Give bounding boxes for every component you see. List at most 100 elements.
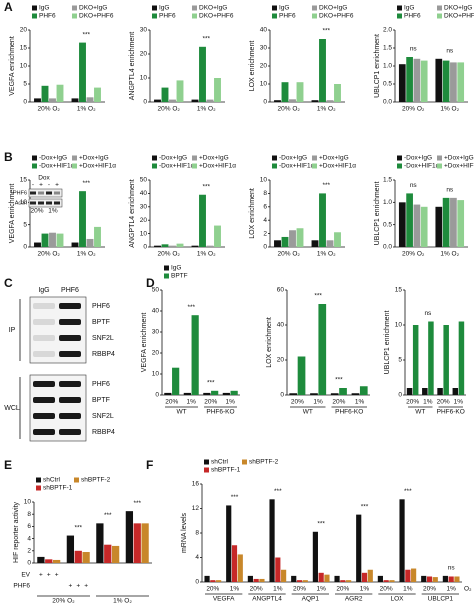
legend-label: +Dox+IgG (444, 155, 474, 162)
bar (274, 100, 281, 102)
y-tick-label: 0 (398, 392, 402, 399)
bar (206, 245, 214, 247)
condition-mark: + (68, 583, 72, 590)
y-axis-title: mRNA levels (181, 512, 188, 553)
bar (422, 388, 428, 395)
x-tick-label: 20% (423, 586, 436, 593)
y-tick-label: 0 (23, 99, 27, 106)
bar (169, 245, 176, 247)
blot-row-label: RBBP4 (92, 429, 115, 436)
x-tick-label: 1% O₂ (440, 251, 459, 258)
legend-swatch (312, 155, 317, 161)
bar (161, 244, 169, 247)
legend-swatch (72, 5, 77, 11)
bar (176, 80, 184, 102)
x-tick-label: 1% O₂ (317, 251, 336, 258)
bar (203, 392, 211, 395)
bar (71, 242, 79, 247)
bar (154, 245, 161, 247)
blot-row-label: BPTF (92, 397, 110, 404)
significance: *** (335, 377, 343, 384)
condition-mark: + (84, 583, 88, 590)
significance: *** (314, 293, 322, 300)
y-tick-label: 0 (143, 99, 147, 106)
bar (302, 580, 308, 582)
y-axis-title: VEGFA enrichment (9, 184, 16, 244)
significance: ns (424, 310, 432, 317)
inset-band-frame (28, 188, 63, 198)
y-tick-label: 0 (27, 560, 31, 567)
legend-label: -Dox+IgG (404, 155, 432, 162)
legend-swatch (32, 13, 37, 19)
inset-mark: + (39, 182, 43, 189)
inset-mark: - (32, 182, 34, 189)
group-label: WT (303, 409, 313, 416)
bar (191, 99, 199, 102)
bar (176, 243, 184, 247)
panel-label: A (4, 0, 13, 14)
blot-band (59, 303, 81, 309)
blot-column: PHF6 (61, 287, 79, 294)
y-tick-label: 0 (280, 392, 284, 399)
bar (210, 580, 216, 582)
y-tick-label: 16 (192, 481, 200, 488)
bar (222, 392, 230, 395)
x-tick-label: 20% (250, 586, 263, 593)
significance: *** (74, 524, 82, 531)
inset-band (38, 191, 44, 195)
x-suffix: O₂ (464, 586, 472, 593)
y-tick-label: 0.5 (383, 81, 392, 88)
y-tick-label: 10 (260, 81, 268, 88)
y-axis-title: ANGPTL4 enrichment (129, 32, 136, 101)
bar (199, 46, 206, 102)
bar (318, 572, 324, 582)
y-tick-label: 4 (263, 217, 267, 224)
legend-swatch (36, 477, 41, 483)
bar (457, 200, 465, 247)
y-axis-title: LOX enrichment (249, 188, 256, 239)
bar (296, 580, 303, 582)
legend-swatch (192, 163, 197, 169)
inset-band (54, 191, 60, 195)
bar (56, 84, 64, 102)
bar (111, 545, 120, 563)
condition-mark: + (55, 572, 59, 579)
bar (458, 321, 465, 395)
bar (428, 321, 434, 395)
significance: ns (446, 187, 454, 194)
bar (334, 575, 340, 582)
legend-swatch (242, 459, 247, 465)
bar (435, 206, 443, 247)
legend-swatch (152, 163, 157, 169)
y-tick-label: 20 (140, 217, 148, 224)
y-tick-label: 15 (395, 287, 403, 294)
bar (296, 228, 304, 247)
legend-label: +Dox+HIF1α (199, 163, 236, 170)
legend-swatch (36, 485, 41, 491)
y-tick-label: 0.0 (383, 99, 392, 106)
y-tick-label: 30 (140, 204, 148, 211)
legend-label: PHF6 (159, 13, 176, 20)
x-tick-label: 1% O₂ (77, 251, 96, 258)
x-tick-label: 20% O₂ (402, 106, 425, 113)
inset-row-label: PHF6 (13, 190, 27, 196)
y-tick-label: 5 (23, 221, 27, 228)
legend-swatch (152, 155, 157, 161)
legend-label: DKO+PHF6 (199, 13, 234, 20)
bar (49, 98, 56, 102)
inset-band (38, 201, 44, 205)
legend-swatch (32, 155, 37, 161)
legend-label: +Dox+IgG (79, 155, 109, 162)
y-tick-label: 0.0 (383, 244, 392, 251)
legend-swatch (312, 163, 317, 169)
bar (231, 545, 238, 582)
legend-label: -Dox+HIF1α (159, 163, 195, 170)
legend-swatch (152, 5, 157, 11)
bar (230, 390, 238, 395)
x-tick-label: 20% (291, 399, 304, 406)
bar (420, 206, 428, 247)
x-tick-label: 20% (336, 586, 349, 593)
group-label: 1% O₂ (113, 598, 132, 605)
x-tick-label: 1% (446, 586, 456, 593)
bar (351, 393, 360, 395)
